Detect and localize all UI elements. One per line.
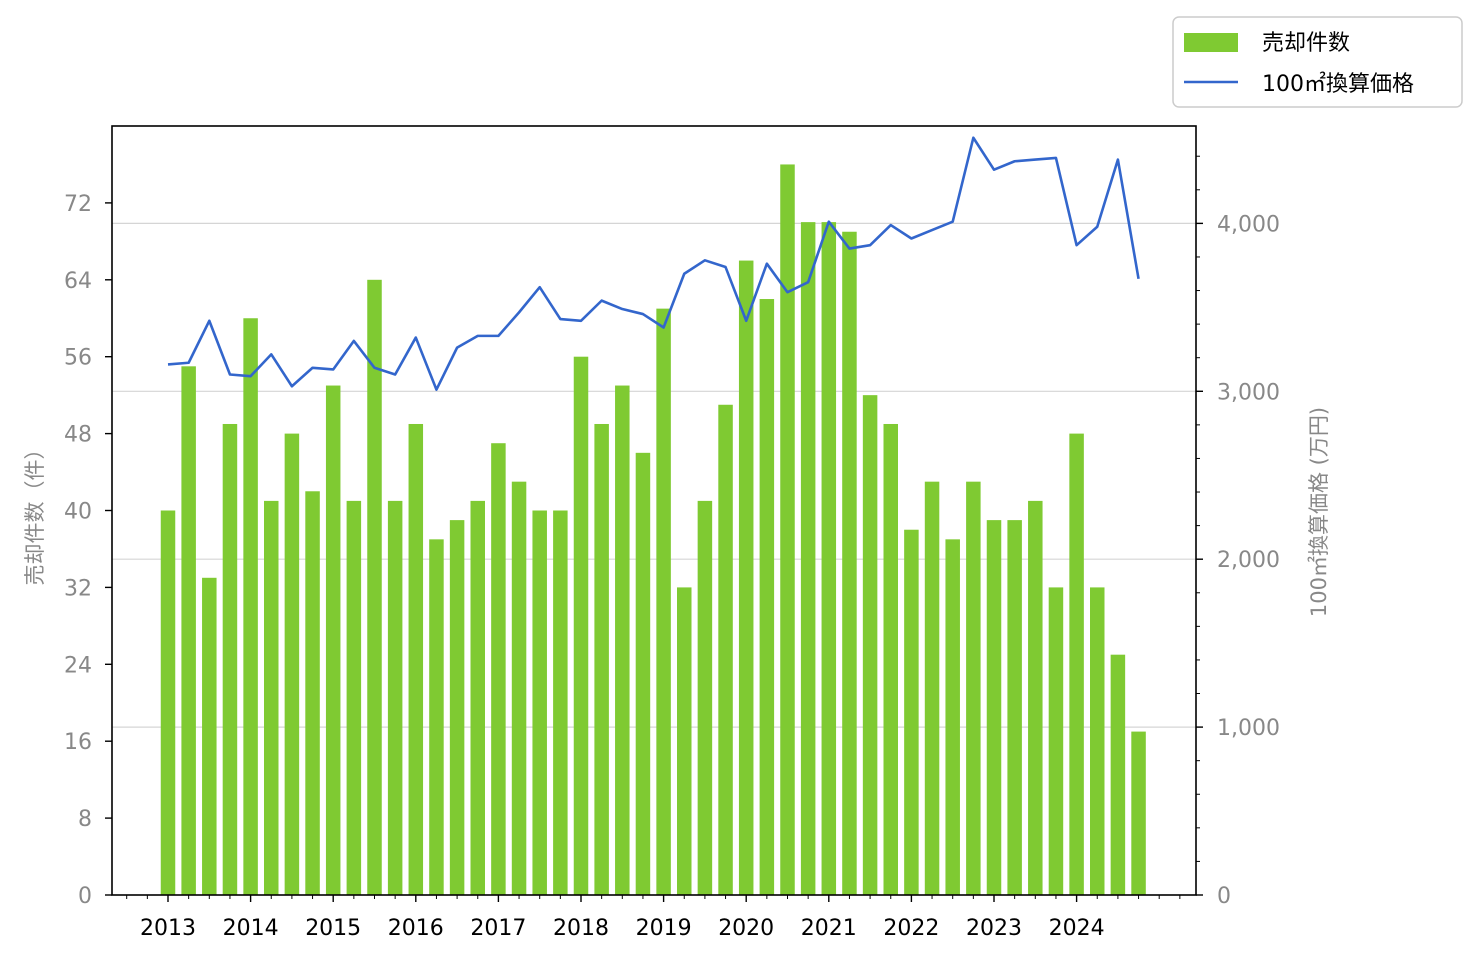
bar	[181, 366, 196, 895]
bar	[202, 577, 217, 895]
bar	[635, 452, 651, 895]
legend-label-price: 100㎡換算価格	[1262, 71, 1414, 97]
legend-label-sales-count: 売却件数	[1262, 31, 1350, 56]
x-tick-label: 2019	[636, 916, 692, 941]
bar	[697, 500, 713, 895]
bar	[1110, 654, 1126, 895]
bar	[1028, 500, 1043, 895]
x-tick-label: 2017	[470, 916, 526, 941]
bar	[738, 260, 754, 895]
bar	[904, 529, 919, 895]
y-left-tick-label: 24	[64, 653, 92, 678]
bar	[1007, 520, 1022, 895]
bar	[222, 423, 238, 895]
y-left-tick-label: 8	[78, 807, 92, 832]
bar	[718, 404, 733, 895]
legend-box	[1172, 16, 1463, 108]
bar	[1048, 587, 1064, 895]
bar	[780, 164, 795, 895]
bar	[429, 539, 444, 895]
bar	[677, 587, 692, 895]
x-tick-label: 2015	[305, 916, 361, 941]
bar	[821, 222, 837, 895]
bar	[986, 520, 1002, 895]
y-right-tick-label: 2,000	[1217, 548, 1280, 573]
x-tick-label: 2024	[1049, 916, 1105, 941]
bar	[243, 318, 258, 895]
bar	[883, 423, 898, 895]
y-axis-left: 0 8 16 24 32 40 48 56 64 72	[64, 192, 112, 909]
y-axis-right: 0 1,000 2,000 3,000 4,000	[1196, 155, 1280, 909]
bar	[470, 500, 485, 895]
bar	[1069, 433, 1084, 895]
bar	[511, 481, 527, 895]
bar	[491, 443, 506, 895]
bar	[945, 539, 960, 895]
y-right-tick-label: 1,000	[1217, 716, 1280, 741]
bar	[264, 500, 279, 895]
bar	[449, 520, 465, 895]
bar	[656, 308, 671, 895]
x-tick-label: 2022	[883, 916, 939, 941]
y-right-tick-label: 3,000	[1217, 380, 1280, 405]
x-tick-label: 2018	[553, 916, 609, 941]
line-series-price	[167, 136, 1140, 391]
bar	[1090, 587, 1105, 895]
x-tick-label: 2023	[966, 916, 1022, 941]
bar	[759, 299, 775, 895]
bar	[842, 231, 857, 896]
x-tick-label: 2021	[801, 916, 857, 941]
bar	[387, 500, 403, 895]
y-left-tick-label: 0	[78, 884, 92, 909]
bar	[367, 279, 382, 895]
y-left-tick-label: 48	[64, 423, 92, 448]
y-right-tick-label: 4,000	[1217, 212, 1280, 237]
bar	[532, 510, 547, 895]
bar	[325, 385, 341, 895]
y-left-tick-label: 72	[64, 192, 92, 217]
y-left-tick-label: 64	[64, 269, 92, 294]
legend: 売却件数 100㎡換算価格	[1172, 16, 1463, 108]
bar	[966, 481, 981, 895]
y-left-tick-label: 32	[64, 576, 92, 601]
x-tick-label: 2016	[388, 916, 444, 941]
x-tick-label: 2020	[718, 916, 774, 941]
bar	[553, 510, 568, 895]
y-left-tick-label: 16	[64, 730, 92, 755]
bar	[615, 385, 630, 895]
price-line	[167, 136, 1140, 391]
bar	[346, 500, 362, 895]
y-left-tick-label: 40	[64, 500, 92, 525]
legend-swatch-sales-count	[1184, 33, 1238, 52]
bar	[305, 491, 320, 895]
bar-series-sales-count	[160, 164, 1146, 896]
bar	[160, 510, 176, 895]
x-axis: 2013 2014 2015 2016 2017 2018 2019 2020 2021 2022…	[126, 895, 1181, 941]
bar	[284, 433, 300, 895]
y-axis-right-title: 100㎡換算価格 (万円)	[1307, 407, 1331, 617]
y-right-tick-label: 0	[1217, 884, 1231, 909]
bar	[862, 395, 878, 895]
x-tick-label: 2013	[140, 916, 196, 941]
bar	[573, 356, 589, 895]
y-axis-left-title: 売却件数（件）	[23, 439, 47, 586]
x-tick-label: 2014	[223, 916, 279, 941]
bar	[800, 222, 816, 895]
bar	[594, 423, 609, 895]
bar	[408, 423, 424, 895]
bar	[924, 481, 940, 895]
bar	[1131, 731, 1146, 895]
y-left-tick-label: 56	[64, 346, 92, 371]
